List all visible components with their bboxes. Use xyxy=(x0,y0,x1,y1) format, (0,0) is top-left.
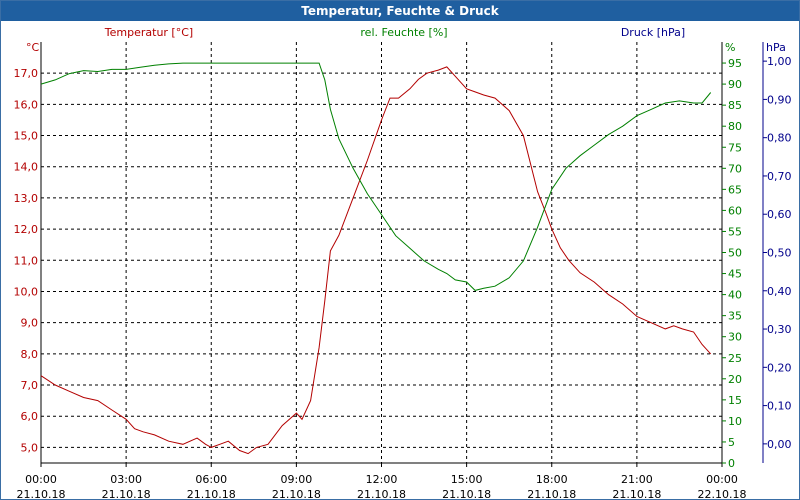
pressure-tick-label: 1,00 xyxy=(767,55,792,68)
x-tick-label-date: 21.10.18 xyxy=(272,488,321,499)
humidity-tick-label: 40 xyxy=(728,289,742,302)
pressure-tick-label: 0,80 xyxy=(767,132,792,145)
x-tick-label-date: 21.10.18 xyxy=(442,488,491,499)
x-tick-label-time: 15:00 xyxy=(451,473,483,486)
pressure-tick-label: 0,50 xyxy=(767,247,792,260)
x-tick-label-date: 21.10.18 xyxy=(17,488,66,499)
humidity-tick-label: 95 xyxy=(728,57,742,70)
x-tick-label-time: 12:00 xyxy=(366,473,398,486)
x-tick-label-time: 06:00 xyxy=(195,473,227,486)
humidity-series-line xyxy=(40,62,712,291)
x-tick-label-time: 09:00 xyxy=(281,473,313,486)
humidity-tick-label: 30 xyxy=(728,331,742,344)
pressure-tick-label: 0,20 xyxy=(767,361,792,374)
pressure-tick-label: 0,30 xyxy=(767,323,792,336)
x-tick-label-date: 22.10.18 xyxy=(698,488,747,499)
humidity-tick-label: 70 xyxy=(728,162,742,175)
humidity-axis-label: rel. Feuchte [%] xyxy=(360,26,447,39)
x-tick-label-time: 03:00 xyxy=(110,473,142,486)
x-tick-label-date: 21.10.18 xyxy=(612,488,661,499)
chart-grid xyxy=(41,42,722,463)
temperature-tick-label: 11,0 xyxy=(14,254,39,267)
humidity-tick-label: 45 xyxy=(728,268,742,281)
x-tick-label-date: 21.10.18 xyxy=(102,488,151,499)
humidity-tick-label: 75 xyxy=(728,141,742,154)
humidity-tick-label: 25 xyxy=(728,352,742,365)
temperature-series-line xyxy=(40,66,712,455)
humidity-tick-label: 80 xyxy=(728,120,742,133)
temperature-axis-label: Temperatur [°C] xyxy=(104,26,193,39)
temperature-tick-label: 8,0 xyxy=(21,348,39,361)
humidity-tick-label: 35 xyxy=(728,310,742,323)
x-tick-label-date: 21.10.18 xyxy=(187,488,236,499)
temperature-tick-label: 17,0 xyxy=(14,67,39,80)
x-tick-label-time: 00:00 xyxy=(25,473,57,486)
pressure-tick-label: 0,70 xyxy=(767,170,792,183)
axes-layer: 00:00 21.10.18 03:00 21.10.18 06:00 21.10.18 0… xyxy=(14,42,792,499)
humidity-tick-label: 15 xyxy=(728,394,742,407)
temperature-tick-label: 14,0 xyxy=(14,161,39,174)
line-chart: 00:00 21.10.18 03:00 21.10.18 06:00 21.10.18 0… xyxy=(1,21,799,499)
humidity-unit-label: % xyxy=(725,41,735,54)
pressure-tick-label: 0,10 xyxy=(767,400,792,413)
pressure-tick-label: 0,90 xyxy=(767,93,792,106)
pressure-axis-label: Druck [hPa] xyxy=(621,26,685,39)
temperature-tick-label: 15,0 xyxy=(14,130,39,143)
x-tick-label-date: 21.10.18 xyxy=(357,488,406,499)
humidity-tick-label: 20 xyxy=(728,373,742,386)
humidity-tick-label: 55 xyxy=(728,225,742,238)
humidity-tick-label: 90 xyxy=(728,78,742,91)
pressure-tick-label: 0,60 xyxy=(767,208,792,221)
temperature-tick-label: 12,0 xyxy=(14,223,39,236)
humidity-tick-label: 60 xyxy=(728,204,742,217)
humidity-tick-label: 0 xyxy=(728,457,735,470)
temperature-tick-label: 9,0 xyxy=(21,317,39,330)
temperature-unit-label: °C xyxy=(26,41,40,54)
temperature-tick-label: 16,0 xyxy=(14,98,39,111)
window-title: Temperatur, Feuchte & Druck xyxy=(1,1,799,21)
temperature-tick-label: 13,0 xyxy=(14,192,39,205)
x-tick-label-time: 18:00 xyxy=(536,473,568,486)
temperature-tick-label: 10,0 xyxy=(14,285,39,298)
pressure-tick-label: 0,40 xyxy=(767,285,792,298)
temperature-tick-label: 5,0 xyxy=(21,441,39,454)
x-tick-label-time: 00:00 xyxy=(706,473,738,486)
x-tick-label-time: 21:00 xyxy=(621,473,653,486)
humidity-tick-label: 85 xyxy=(728,99,742,112)
x-tick-label-date: 21.10.18 xyxy=(527,488,576,499)
axis-labels: Temperatur [°C] rel. Feuchte [%] Druck [… xyxy=(26,26,786,54)
pressure-unit-label: hPa xyxy=(766,41,786,54)
series-layer xyxy=(40,62,712,455)
humidity-tick-label: 65 xyxy=(728,183,742,196)
pressure-tick-label: 0,00 xyxy=(767,438,792,451)
humidity-tick-label: 50 xyxy=(728,247,742,260)
temperature-tick-label: 6,0 xyxy=(21,410,39,423)
humidity-tick-label: 10 xyxy=(728,415,742,428)
humidity-tick-label: 5 xyxy=(728,436,735,449)
temperature-tick-label: 7,0 xyxy=(21,379,39,392)
